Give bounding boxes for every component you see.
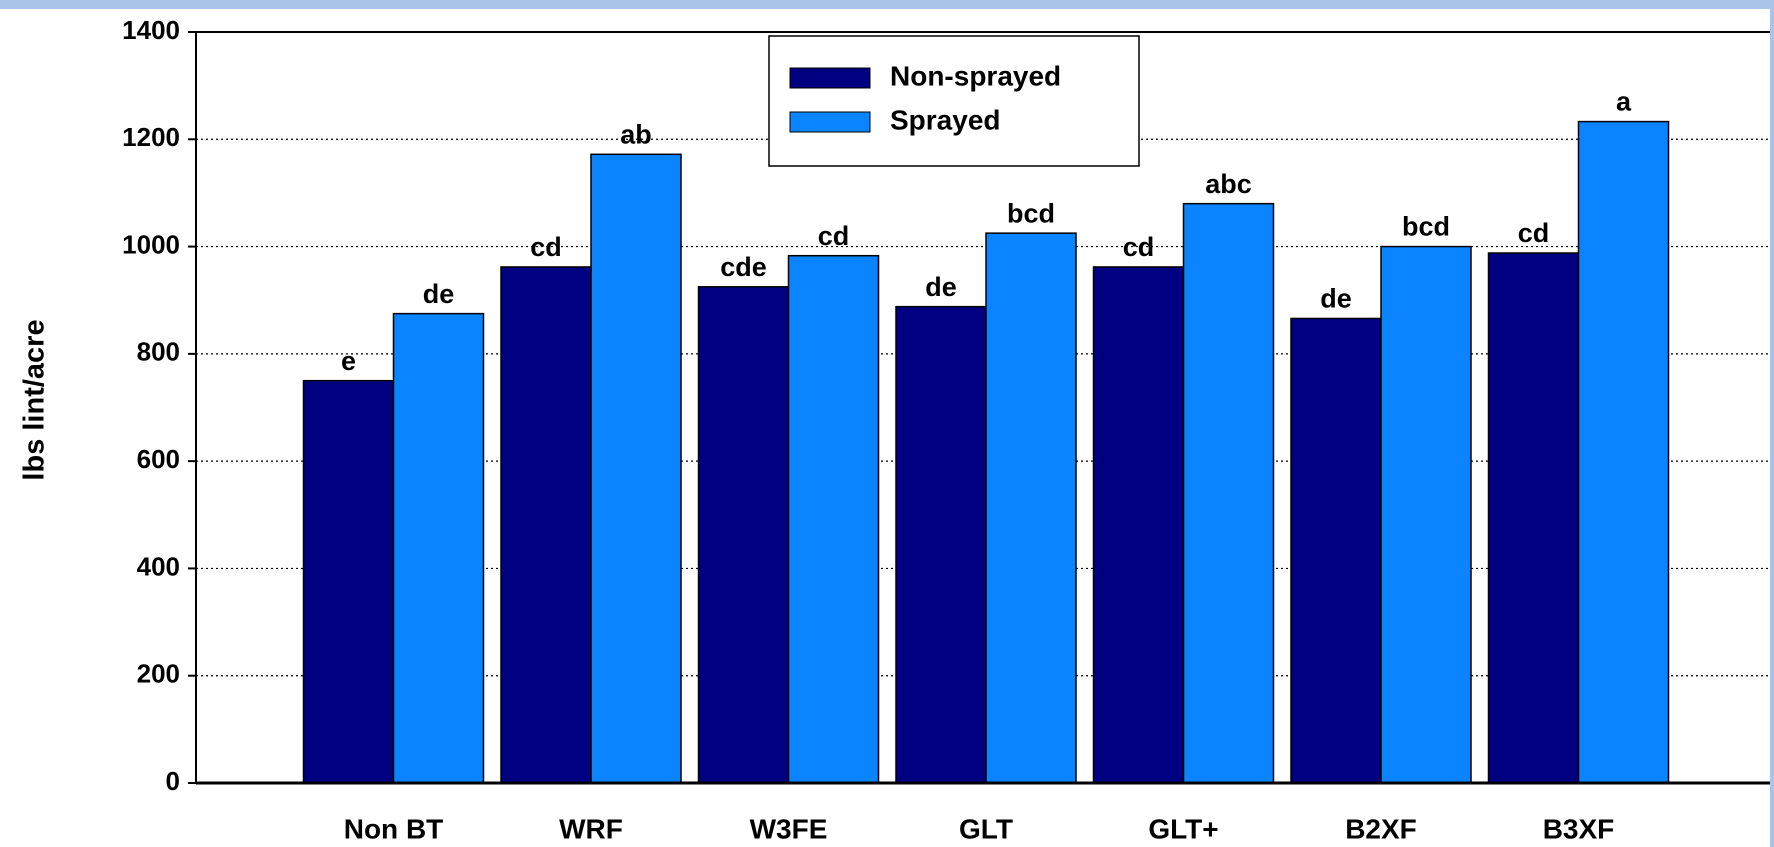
bar-letter: ab (620, 119, 652, 149)
bar (1290, 317, 1382, 784)
bar-letter: a (1616, 87, 1632, 117)
bar (302, 379, 395, 784)
bar (500, 266, 592, 784)
bar-letter: cd (530, 232, 562, 262)
right-strip (1770, 0, 1774, 847)
bar (787, 254, 880, 784)
bar (1092, 266, 1185, 784)
bar (895, 305, 987, 784)
bar (697, 286, 790, 784)
y-tick-label: 600 (137, 444, 180, 474)
bar-letter: abc (1205, 169, 1252, 199)
legend-swatch (789, 111, 871, 133)
y-tick-label: 1200 (122, 122, 180, 152)
bar-letter: cd (1123, 232, 1155, 262)
bar (1577, 120, 1670, 784)
bar (590, 153, 682, 784)
legend-swatch (789, 67, 871, 89)
y-tick-label: 800 (137, 337, 180, 367)
bar (1380, 245, 1472, 784)
y-tick-label: 1400 (122, 15, 180, 45)
bar (392, 312, 485, 784)
y-tick-label: 400 (137, 551, 180, 581)
bar-letter: bcd (1402, 212, 1450, 242)
legend-box (768, 35, 1140, 167)
bar (1487, 252, 1580, 784)
x-tick-label: GLT+ (1148, 813, 1218, 844)
x-tick-label: Non BT (344, 813, 444, 844)
x-tick-label: B2XF (1345, 813, 1417, 844)
bar-letter: de (423, 279, 455, 309)
legend-label: Non-sprayed (890, 60, 1061, 91)
x-tick-label: W3FE (750, 813, 828, 844)
bar-letter: cde (720, 252, 767, 282)
y-axis-label: lbs lint/acre (19, 319, 51, 480)
bar-letter: e (341, 346, 356, 376)
y-tick-label: 1000 (122, 229, 180, 259)
bar (1182, 202, 1275, 784)
y-tick-label: 200 (137, 659, 180, 689)
bar (985, 232, 1077, 784)
top-strip (0, 0, 1774, 9)
x-tick-label: GLT (959, 813, 1013, 844)
legend-label: Sprayed (890, 104, 1001, 135)
bar-letter: cd (1518, 218, 1550, 248)
y-tick-label: 0 (166, 766, 180, 796)
bar-letter: de (1320, 284, 1352, 314)
x-tick-label: WRF (559, 813, 623, 844)
x-tick-label: B3XF (1543, 813, 1615, 844)
bar-letter: de (925, 272, 957, 302)
bar-letter: cd (818, 221, 850, 251)
bar-letter: bcd (1007, 198, 1055, 228)
